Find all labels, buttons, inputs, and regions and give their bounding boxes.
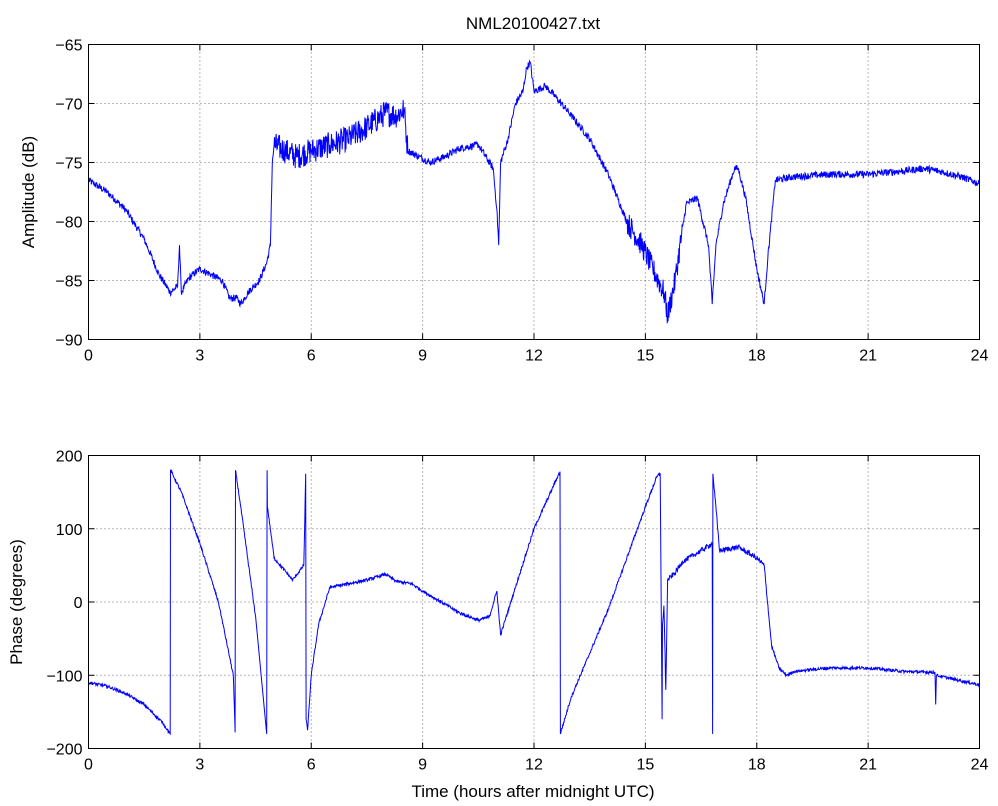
- y-tick-label: 200: [56, 449, 83, 466]
- phase-y-label: Phase (degrees): [7, 539, 26, 665]
- x-tick-label: 24: [971, 757, 989, 774]
- x-tick-label: 9: [418, 348, 427, 365]
- x-tick-label: 0: [84, 757, 93, 774]
- y-tick-label: −75: [55, 156, 82, 173]
- x-tick-label: 3: [195, 348, 204, 365]
- y-tick-label: −90: [55, 333, 82, 350]
- x-tick-label: 21: [859, 348, 877, 365]
- y-tick-label: −100: [46, 668, 82, 685]
- x-tick-label: 18: [748, 757, 766, 774]
- amplitude-series-line: [88, 59, 980, 324]
- y-tick-label: −70: [55, 97, 82, 114]
- phase-axes: 0 3 6 9 12 15 18 21 24 −200 −100 0 100 200 Phase (deg…: [7, 449, 989, 802]
- phase-ticks: 0 3 6 9 12 15 18 21 24 −200 −100 0 100 200: [46, 449, 988, 774]
- x-tick-label: 18: [748, 348, 766, 365]
- y-tick-label: −85: [55, 274, 82, 291]
- phase-axes-box: [88, 455, 980, 749]
- x-tick-label: 0: [84, 348, 93, 365]
- y-tick-label: −80: [55, 215, 82, 232]
- x-tick-label: 24: [971, 348, 989, 365]
- phase-series-line: [88, 469, 980, 736]
- x-tick-label: 15: [636, 757, 654, 774]
- x-tick-label: 3: [195, 757, 204, 774]
- phase-x-label: Time (hours after midnight UTC): [411, 782, 654, 801]
- amplitude-ticks: 0 3 6 9 12 15 18 21 24 −90 −85 −80 −75 −70 −65: [55, 38, 988, 365]
- x-tick-label: 12: [525, 757, 543, 774]
- amplitude-axes: 0 3 6 9 12 15 18 21 24 −90 −85 −80 −75 −70 −65 Amplitu…: [19, 38, 989, 365]
- x-tick-label: 9: [418, 757, 427, 774]
- y-tick-label: 0: [74, 595, 83, 612]
- y-tick-label: −200: [46, 742, 82, 759]
- x-tick-label: 15: [636, 348, 654, 365]
- amplitude-y-label: Amplitude (dB): [19, 136, 38, 248]
- amplitude-grid: [88, 44, 980, 340]
- y-tick-label: −65: [55, 38, 82, 55]
- x-tick-label: 12: [525, 348, 543, 365]
- chart-title: NML20100427.txt: [466, 14, 600, 33]
- x-tick-label: 21: [859, 757, 877, 774]
- x-tick-label: 6: [307, 348, 316, 365]
- phase-grid: [88, 455, 980, 749]
- y-tick-label: 100: [56, 522, 83, 539]
- x-tick-label: 6: [307, 757, 316, 774]
